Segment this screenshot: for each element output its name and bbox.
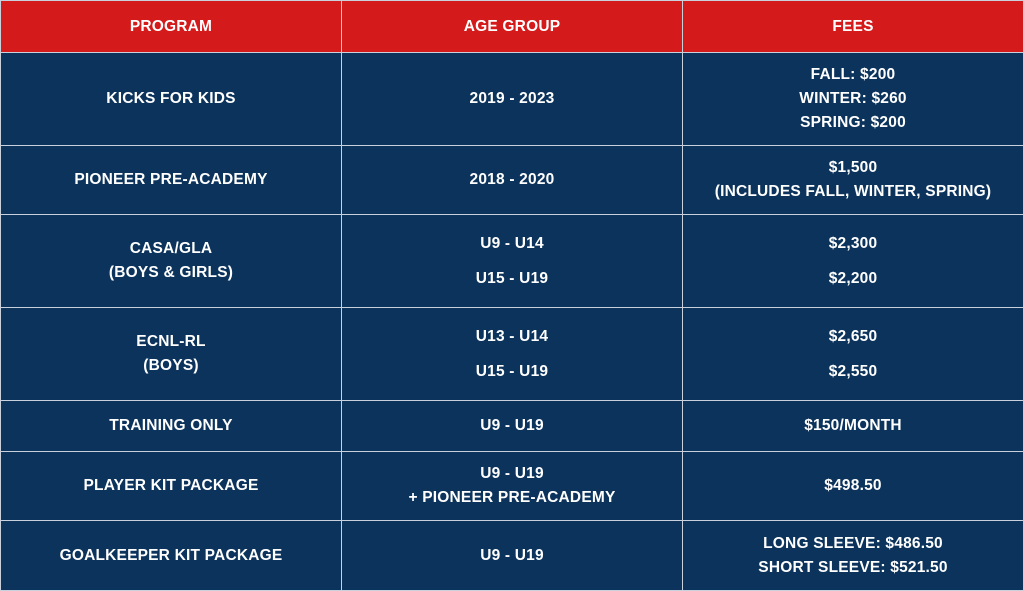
fee: $498.50	[824, 477, 882, 494]
fee: $1,500	[828, 159, 878, 176]
fees-cell: $2,300 $2,200	[682, 214, 1024, 308]
fee: $2,200	[828, 270, 878, 287]
program-name: PIONEER PRE-ACADEMY	[74, 171, 268, 188]
age-cell: U9 - U19	[341, 520, 683, 591]
header-row: PROGRAM AGE GROUP FEES	[0, 0, 1024, 53]
fees-cell: $498.50	[682, 451, 1024, 521]
age-group: U13 - U14	[475, 328, 549, 345]
age-cell: U9 - U14 U15 - U19	[341, 214, 683, 308]
program-name: TRAINING ONLY	[109, 417, 233, 434]
fees-cell: $1,500 (INCLUDES FALL, WINTER, SPRING)	[682, 145, 1024, 215]
header-fees: FEES	[682, 0, 1024, 53]
table-row: CASA/GLA (BOYS & GIRLS) U9 - U14 U15 - U19…	[0, 214, 1024, 308]
program-cell: TRAINING ONLY	[0, 400, 342, 452]
program-cell: PIONEER PRE-ACADEMY	[0, 145, 342, 215]
fees-cell: $150/MONTH	[682, 400, 1024, 452]
table-row: KICKS FOR KIDS 2019 - 2023 FALL: $200 WIN…	[0, 52, 1024, 146]
program-cell: PLAYER KIT PACKAGE	[0, 451, 342, 521]
age-group: U9 - U19	[480, 546, 544, 564]
program-name: CASA/GLA	[129, 240, 213, 257]
age-cell: U9 - U19 + PIONEER PRE-ACADEMY	[341, 451, 683, 521]
table-row: GOALKEEPER KIT PACKAGE U9 - U19 LONG SLE…	[0, 520, 1024, 591]
table-row: PLAYER KIT PACKAGE U9 - U19 + PIONEER PRE…	[0, 451, 1024, 521]
age-group: 2018 - 2020	[469, 171, 555, 188]
program-cell: KICKS FOR KIDS	[0, 52, 342, 146]
program-name: GOALKEEPER KIT PACKAGE	[59, 546, 283, 564]
program-cell: ECNL-RL (BOYS)	[0, 307, 342, 401]
table-row: ECNL-RL (BOYS) U13 - U14 U15 - U19 $2,650 $…	[0, 307, 1024, 401]
fee: (INCLUDES FALL, WINTER, SPRING)	[714, 183, 992, 200]
program-cell: CASA/GLA (BOYS & GIRLS)	[0, 214, 342, 308]
fee: $2,550	[828, 363, 878, 380]
program-cell: GOALKEEPER KIT PACKAGE	[0, 520, 342, 591]
program-name: KICKS FOR KIDS	[106, 90, 236, 107]
fee: SPRING: $200	[800, 114, 906, 131]
table-row: PIONEER PRE-ACADEMY 2018 - 2020 $1,500 (I…	[0, 145, 1024, 215]
age-cell: 2018 - 2020	[341, 145, 683, 215]
program-note: (BOYS & GIRLS)	[108, 264, 234, 281]
fees-cell: $2,650 $2,550	[682, 307, 1024, 401]
fee: $2,650	[828, 328, 878, 345]
header-age-group: AGE GROUP	[341, 0, 683, 53]
age-group: U15 - U19	[475, 270, 549, 287]
fee: SHORT SLEEVE: $521.50	[758, 558, 948, 576]
age-group: U9 - U19	[480, 417, 544, 434]
fees-cell: LONG SLEEVE: $486.50 SHORT SLEEVE: $521.5…	[682, 520, 1024, 591]
age-cell: U9 - U19	[341, 400, 683, 452]
age-group: 2019 - 2023	[469, 90, 555, 107]
program-name: ECNL-RL	[136, 333, 206, 350]
program-note: (BOYS)	[143, 357, 199, 374]
table-row: TRAINING ONLY U9 - U19 $150/MONTH	[0, 400, 1024, 452]
header-program: PROGRAM	[0, 0, 342, 53]
age-group: U9 - U19	[480, 465, 544, 482]
fee: FALL: $200	[810, 66, 896, 83]
age-group: U15 - U19	[475, 363, 549, 380]
fee: $2,300	[828, 235, 878, 252]
age-group: U9 - U14	[480, 235, 544, 252]
age-group-note: + PIONEER PRE-ACADEMY	[408, 489, 616, 506]
age-cell: 2019 - 2023	[341, 52, 683, 146]
fees-cell: FALL: $200 WINTER: $260 SPRING: $200	[682, 52, 1024, 146]
program-name: PLAYER KIT PACKAGE	[83, 477, 259, 494]
age-cell: U13 - U14 U15 - U19	[341, 307, 683, 401]
fee: WINTER: $260	[799, 90, 907, 107]
fee: LONG SLEEVE: $486.50	[763, 534, 943, 552]
fee: $150/MONTH	[804, 417, 902, 434]
